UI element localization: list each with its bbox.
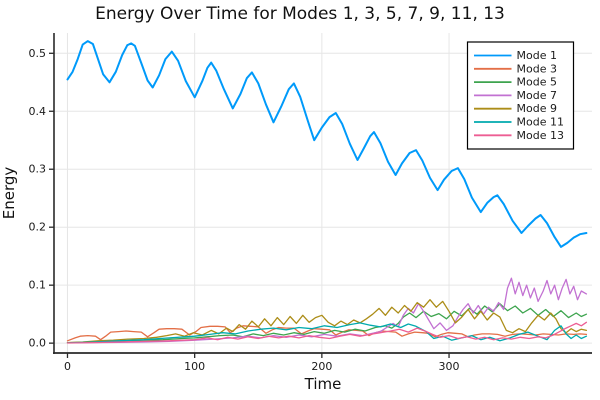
series-line-mode-7 [66,277,588,344]
chart-title: Energy Over Time for Modes 1, 3, 5, 7, 9… [95,4,505,24]
series-line-mode-5 [66,303,588,344]
x-tick-label: 0 [64,360,71,373]
series-line-mode-9 [66,299,588,344]
y-tick-label: 0.3 [29,163,47,176]
series-lines [66,40,588,344]
y-tick-label: 0.4 [29,105,47,118]
legend-label-mode-11: Mode 11 [517,116,564,129]
x-tick-label: 300 [439,360,460,373]
x-axis-label: Time [304,375,342,393]
legend-label-mode-1: Mode 1 [517,49,557,62]
y-tick-label: 0.5 [29,47,47,60]
legend-label-mode-7: Mode 7 [517,89,557,102]
series-line-mode-1 [66,40,588,248]
legend-label-mode-9: Mode 9 [517,102,557,115]
axes: 0 100 200 300 0.0 0.1 0.2 0.3 0.4 0.5 [29,33,592,373]
legend-label-mode-13: Mode 13 [517,129,564,142]
series-line-mode-13 [66,321,588,344]
legend-label-mode-5: Mode 5 [517,76,557,89]
legend-label-mode-3: Mode 3 [517,62,557,75]
y-tick-label: 0.0 [29,337,47,350]
y-tick-label: 0.1 [29,279,47,292]
y-tick-label: 0.2 [29,221,47,234]
y-axis-label: Energy [0,167,18,220]
x-tick-label: 200 [311,360,332,373]
series-line-mode-3 [66,325,588,342]
x-tick-label: 100 [184,360,205,373]
